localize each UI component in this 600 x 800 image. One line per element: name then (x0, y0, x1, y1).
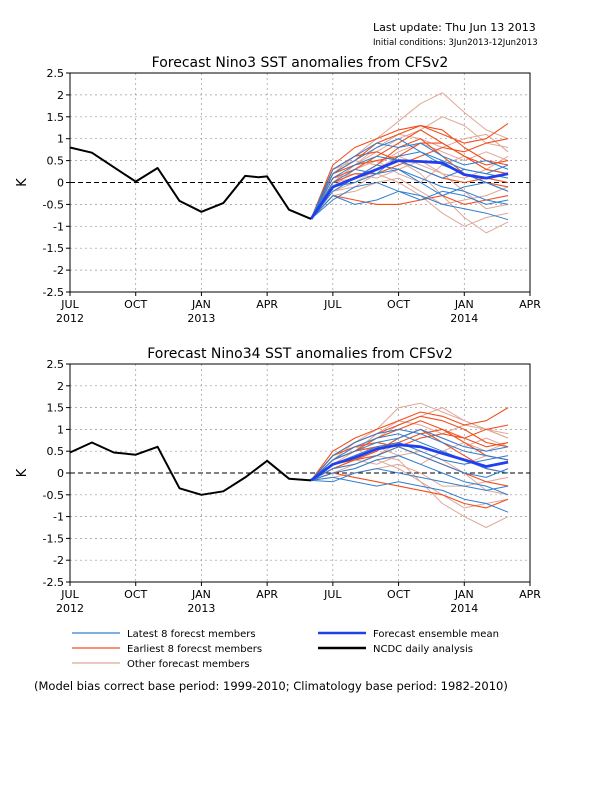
chart-title: Forecast Nino34 SST anomalies from CFSv2 (147, 346, 453, 362)
x-tick-label: JUL (323, 588, 342, 601)
latest-member-line (310, 428, 509, 481)
y-tick-label: -0.5 (43, 489, 64, 502)
earliest-member-line (310, 138, 509, 220)
y-tick-label: 2.5 (47, 67, 65, 80)
y-tick-label: 2 (57, 380, 64, 393)
latest-member-line (310, 155, 509, 220)
y-tick-label: 1.5 (47, 111, 65, 124)
latest-member-line (310, 182, 509, 220)
legend-label-earliest: Earliest 8 forecst members (127, 644, 262, 655)
y-tick-label: -1.5 (43, 532, 64, 545)
plot-frame (69, 363, 531, 583)
x-tick-label: JAN (191, 298, 211, 311)
y-tick-label: -1 (53, 220, 64, 233)
y-tick-label: 0 (57, 467, 64, 480)
last-update-text: Last update: Thu Jun 13 2013 (373, 21, 536, 34)
x-tick-label: APR (519, 588, 541, 601)
other-member-line (310, 155, 509, 220)
latest-member-line (310, 138, 509, 220)
y-tick-label: 0 (57, 177, 64, 190)
earliest-member-line (310, 195, 509, 220)
ensemble-mean-line (309, 159, 509, 220)
x-tick-label: OCT (124, 588, 147, 601)
y-tick-label: -0.5 (43, 198, 64, 211)
x-tick-year-label: 2014 (450, 602, 478, 615)
ncdc-analysis-line (69, 146, 312, 220)
x-tick-year-label: 2012 (56, 602, 84, 615)
chart-panel-2: Forecast Nino34 SST anomalies from CFSv2… (15, 346, 541, 615)
legend-label-latest: Latest 8 forecst members (127, 629, 256, 640)
latest-member-line (310, 142, 509, 220)
y-axis-label: K (15, 178, 30, 187)
x-tick-label: OCT (387, 588, 410, 601)
footnote: (Model bias correct base period: 1999-20… (34, 679, 508, 693)
y-tick-label: 1 (57, 423, 64, 436)
y-tick-label: -1.5 (43, 242, 64, 255)
earliest-member-line (310, 122, 509, 220)
latest-member-line (310, 190, 509, 221)
x-tick-label: OCT (387, 298, 410, 311)
x-tick-label: JUL (323, 298, 342, 311)
legend-label-ncdc: NCDC daily analysis (373, 644, 473, 655)
other-member-line (310, 160, 509, 234)
chart-panel-1: Forecast Nino3 SST anomalies from CFSv2 K… (15, 55, 541, 325)
x-tick-year-label: 2014 (450, 312, 478, 325)
latest-member-line (310, 476, 509, 513)
x-tick-label: JAN (191, 588, 211, 601)
legend: Latest 8 forecst members Earliest 8 fore… (72, 629, 499, 670)
initial-conditions-text: Initial conditions: 3Jun2013-12Jun2013 (373, 38, 538, 48)
x-tick-label: OCT (124, 298, 147, 311)
y-axis-label: K (15, 468, 30, 477)
other-member-line (310, 155, 509, 220)
y-tick-label: -1 (53, 511, 64, 524)
other-member-line (310, 455, 509, 528)
earliest-member-line (310, 142, 509, 220)
x-tick-label: JAN (454, 588, 474, 601)
x-tick-label: JAN (454, 298, 474, 311)
ensemble-mean-line (310, 443, 509, 482)
x-tick-label: APR (256, 588, 278, 601)
latest-member-line (310, 468, 509, 491)
y-tick-label: -2.5 (43, 286, 64, 299)
y-tick-label: 0.5 (47, 155, 65, 168)
ncdc-analysis-line (69, 441, 312, 496)
x-tick-label: APR (519, 298, 541, 311)
earliest-member-line (310, 472, 509, 509)
latest-member-line (310, 446, 509, 481)
latest-member-line (310, 428, 509, 481)
earliest-member-line (310, 138, 509, 220)
chart-title: Forecast Nino3 SST anomalies from CFSv2 (152, 55, 449, 71)
earliest-member-line (310, 407, 509, 481)
x-tick-label: APR (256, 298, 278, 311)
y-tick-label: 1 (57, 133, 64, 146)
plot-frame (69, 72, 531, 293)
y-tick-label: 0.5 (47, 445, 65, 458)
x-tick-year-label: 2013 (187, 312, 215, 325)
latest-member-line (310, 455, 509, 496)
charts-group: Forecast Nino3 SST anomalies from CFSv2 K… (15, 55, 541, 615)
y-tick-label: 2.5 (47, 358, 65, 371)
x-tick-year-label: 2012 (56, 312, 84, 325)
other-member-line (310, 142, 509, 220)
other-member-line (310, 173, 509, 227)
x-tick-label: JUL (60, 298, 79, 311)
y-tick-label: -2 (53, 554, 64, 567)
x-tick-label: JUL (60, 588, 79, 601)
latest-member-line (310, 164, 509, 220)
y-tick-label: 1.5 (47, 402, 65, 415)
y-tick-label: 2 (57, 89, 64, 102)
y-tick-label: -2.5 (43, 576, 64, 589)
y-tick-label: -2 (53, 264, 64, 277)
latest-member-line (310, 151, 509, 220)
legend-label-mean: Forecast ensemble mean (373, 629, 499, 640)
x-tick-year-label: 2013 (187, 602, 215, 615)
legend-label-other: Other forecast members (127, 659, 250, 670)
